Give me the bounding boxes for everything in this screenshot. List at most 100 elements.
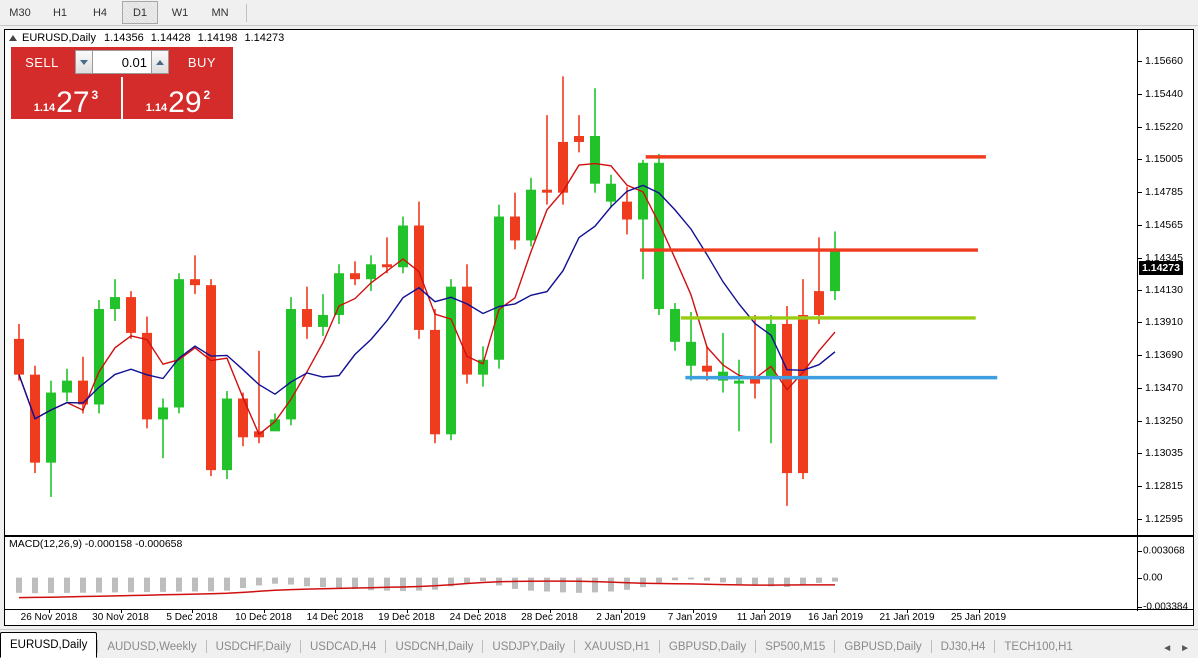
sell-price-box[interactable]: 1.14 27 3 <box>11 77 121 119</box>
macd-histogram-bar <box>384 577 390 591</box>
macd-histogram-bar <box>144 577 150 593</box>
price-tick <box>1138 388 1142 390</box>
timeframe-toolbar: M30 H1 H4 D1 W1 MN <box>0 0 1198 26</box>
tab-scroll-right-icon[interactable]: ► <box>1180 643 1190 654</box>
macd-histogram-bar <box>608 577 614 592</box>
macd-histogram-bar <box>48 577 54 594</box>
macd-tick-label: -0.003384 <box>1143 601 1189 613</box>
volume-stepper[interactable]: 0.01 <box>73 47 171 77</box>
timeframe-button-w1[interactable]: W1 <box>171 6 189 19</box>
chart-window[interactable]: EURUSD,Daily 1.14356 1.14428 1.14198 1.1… <box>4 29 1194 626</box>
price-tick <box>1138 355 1142 357</box>
chart-tab-audusd-weekly[interactable]: AUDUSD,Weekly <box>107 641 197 653</box>
candle-body <box>174 279 184 408</box>
date-tick <box>549 610 551 613</box>
price-axis[interactable]: 1.15660 1.15440 1.15220 1.15005 1.14785 1.145… <box>1137 30 1193 535</box>
candle-body <box>446 286 456 435</box>
chart-tab-xauusd-h1[interactable]: XAUUSD,H1 <box>584 641 650 653</box>
date-tick <box>406 610 408 613</box>
macd-histogram-bar <box>128 577 134 593</box>
sell-price-prefix: 1.14 <box>33 102 56 114</box>
macd-histogram-bar <box>192 577 198 592</box>
chevron-up-icon <box>156 59 164 65</box>
oct-price-row: 1.14 27 3 1.14 29 2 <box>11 77 233 119</box>
volume-increase-button[interactable] <box>151 50 169 74</box>
macd-histogram-bar <box>336 577 342 589</box>
date-tick-label: 16 Jan 2019 <box>807 612 864 623</box>
macd-histogram-bar <box>752 577 758 586</box>
price-tick <box>1138 127 1142 129</box>
chart-tab-usdchf-daily[interactable]: USDCHF,Daily <box>215 641 291 653</box>
macd-histogram-bar <box>96 577 102 593</box>
macd-histogram-bar <box>288 577 294 585</box>
sell-price-main: 27 <box>56 86 90 119</box>
macd-histogram-bar <box>32 577 38 594</box>
candle-body <box>542 189 552 193</box>
collapse-triangle-icon[interactable] <box>9 34 17 41</box>
date-tick-label: 24 Dec 2018 <box>449 612 507 623</box>
chart-tab-tech100-h1[interactable]: TECH100,H1 <box>1004 641 1073 653</box>
timeframe-button-d1[interactable]: D1 <box>122 1 158 24</box>
chart-tab-usdjpy-daily[interactable]: USDJPY,Daily <box>492 641 566 653</box>
macd-histogram-bar <box>528 577 534 591</box>
chart-symbol-label: EURUSD,Daily <box>22 31 96 44</box>
candle-body <box>606 183 616 202</box>
date-tick <box>621 610 622 613</box>
chart-tab-sp500-m15[interactable]: SP500,M15 <box>765 641 826 653</box>
buy-price-box[interactable]: 1.14 29 2 <box>123 77 233 119</box>
price-tick <box>1138 191 1142 193</box>
macd-histogram-bar <box>448 577 454 587</box>
candle-body <box>590 135 600 184</box>
tab-separator <box>834 640 836 653</box>
timeframe-button-mn[interactable]: MN <box>211 6 229 19</box>
price-plot-area[interactable] <box>5 45 1137 535</box>
price-tick-label: 1.12815 <box>1145 479 1183 492</box>
macd-histogram-bar <box>416 577 422 591</box>
sell-price-point: 3 <box>91 88 99 102</box>
candle-body <box>558 141 568 193</box>
timeframe-button-h4[interactable]: H4 <box>92 6 108 19</box>
date-axis[interactable]: 26 Nov 2018 30 Nov 2018 5 Dec 2018 10 Dec 2… <box>5 609 1193 625</box>
macd-histogram-bar <box>432 577 438 590</box>
chart-tab-usdcad-h4[interactable]: USDCAD,H4 <box>309 641 377 653</box>
macd-histogram-bar <box>800 577 806 586</box>
candle-body <box>238 398 248 438</box>
macd-signal-line <box>18 580 835 599</box>
candle-body <box>462 286 472 375</box>
price-tick <box>1138 322 1142 324</box>
one-click-trading-panel[interactable]: SELL 0.01 BUY 1.14 27 3 1.14 29 2 <box>11 47 233 119</box>
sell-button[interactable]: SELL <box>11 47 73 77</box>
macd-histogram-bar <box>16 577 22 593</box>
macd-indicator-window[interactable]: MACD(12,26,9) -0.000158 -0.000658 0.0030… <box>5 535 1193 613</box>
timeframe-button-h1[interactable]: H1 <box>52 6 68 19</box>
chart-tab-gbpusd-daily[interactable]: GBPUSD,Daily <box>668 641 747 653</box>
tab-separator <box>385 640 387 653</box>
macd-histogram-bar <box>176 577 182 592</box>
candle-body <box>526 189 536 241</box>
chart-tab-dj30-h4[interactable]: DJ30,H4 <box>940 641 986 653</box>
price-tick <box>1138 94 1142 96</box>
buy-button[interactable]: BUY <box>171 47 233 77</box>
date-tick-label: 28 Dec 2018 <box>521 612 578 623</box>
volume-input[interactable]: 0.01 <box>93 50 151 74</box>
buy-price-main: 29 <box>168 86 202 119</box>
candle-body <box>190 279 200 286</box>
candle-body <box>110 297 120 310</box>
date-tick <box>49 610 50 613</box>
macd-histogram-bar <box>224 577 230 591</box>
chart-tab-gbpusd-daily[interactable]: GBPUSD,Daily <box>844 641 922 653</box>
price-tick-label: 1.13250 <box>1145 414 1183 427</box>
tab-separator <box>97 640 99 653</box>
tab-separator <box>930 640 932 653</box>
macd-histogram-bar <box>64 577 70 593</box>
price-tick-label: 1.15005 <box>1145 153 1183 166</box>
chart-tab-eurusd-daily[interactable]: EURUSD,Daily <box>0 632 98 658</box>
macd-histogram-bar <box>240 577 246 589</box>
chart-tab-usdcnh-daily[interactable]: USDCNH,Daily <box>395 641 474 653</box>
timeframe-button-m30[interactable]: M30 <box>9 6 31 19</box>
volume-decrease-button[interactable] <box>75 50 93 74</box>
candle-body <box>158 407 168 420</box>
tab-separator <box>658 640 660 653</box>
tab-scroll-left-icon[interactable]: ◄ <box>1162 643 1173 654</box>
